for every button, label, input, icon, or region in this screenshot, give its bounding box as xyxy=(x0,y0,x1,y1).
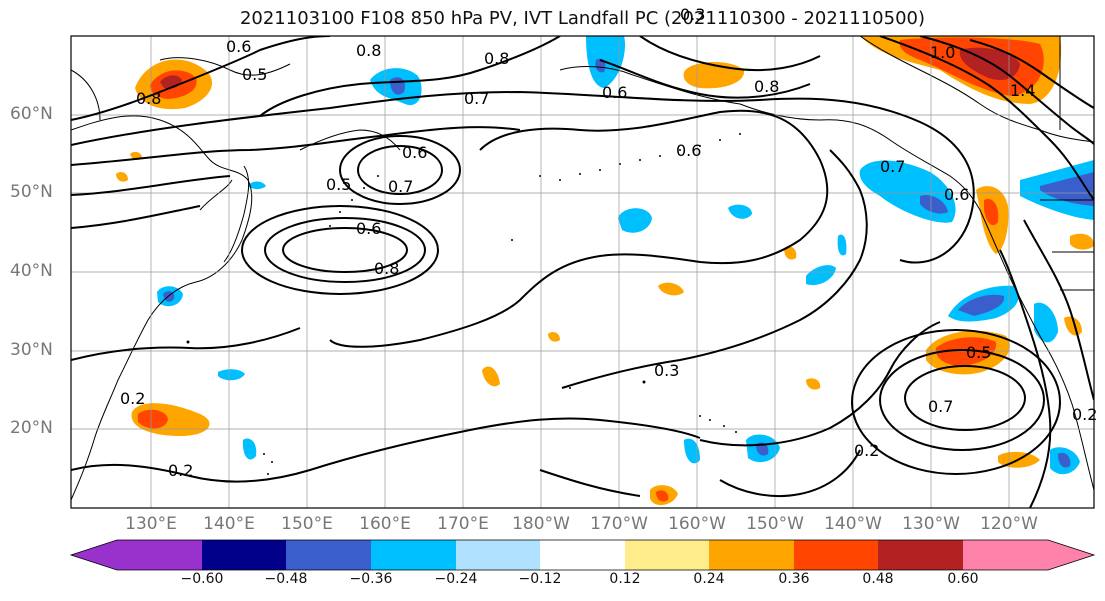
contour-label: 0.5 xyxy=(966,343,991,362)
contour-label: 0.2 xyxy=(168,461,193,480)
pv-contours xyxy=(71,36,1094,508)
colorbar-tick: 0.48 xyxy=(862,571,894,587)
pv-shading xyxy=(116,36,1094,506)
contour-label: 0.7 xyxy=(388,177,413,196)
map-border xyxy=(70,35,1095,509)
lat-label: 40°N xyxy=(10,261,53,281)
colorbar-cell xyxy=(878,540,963,570)
contour-label: 0.8 xyxy=(484,49,509,68)
lon-label: 180°W xyxy=(512,514,570,534)
contour-label: 1.4 xyxy=(1010,81,1035,100)
contour-label: 0.6 xyxy=(402,143,427,162)
lat-label: 60°N xyxy=(10,104,53,124)
coastlines xyxy=(71,36,1094,501)
contour-label: 0.6 xyxy=(226,37,251,56)
contour-label: 0.7 xyxy=(880,157,905,176)
contour-label: 0.8 xyxy=(356,41,381,60)
lon-label: 130°E xyxy=(125,514,177,534)
contour-label: 0.7 xyxy=(464,89,489,108)
contour-label: 0.2 xyxy=(120,389,145,408)
colorbar-tick: −0.24 xyxy=(434,571,478,587)
colorbar-cell xyxy=(286,540,371,570)
contour-label: 0.3 xyxy=(654,361,679,380)
contour-label: 0.8 xyxy=(374,259,399,278)
lon-label: 150°W xyxy=(746,514,804,534)
colorbar-cell xyxy=(709,540,794,570)
colorbar-extend-high xyxy=(1048,540,1094,570)
colorbar-extend-low xyxy=(71,540,117,570)
graticule xyxy=(71,36,1094,508)
colorbar-tick: 0.36 xyxy=(778,571,810,587)
contour-label: 0.8 xyxy=(754,77,779,96)
contour-label: 0.5 xyxy=(326,175,351,194)
lon-label: 170°W xyxy=(590,514,648,534)
colorbar-cell xyxy=(371,540,456,570)
colorbar xyxy=(69,539,1096,571)
lat-label: 20°N xyxy=(10,418,53,438)
lat-label: 30°N xyxy=(10,340,53,360)
lon-label: 160°E xyxy=(359,514,411,534)
colorbar-tick: −0.36 xyxy=(349,571,393,587)
contour-label: 0.7 xyxy=(928,397,953,416)
colorbar-tick: −0.48 xyxy=(264,571,308,587)
contour-label: 0.6 xyxy=(602,83,627,102)
colorbar-tick: 0.60 xyxy=(947,571,979,587)
lon-label: 120°W xyxy=(980,514,1038,534)
colorbar-cell xyxy=(456,540,540,570)
lon-label: 150°E xyxy=(281,514,333,534)
lon-label: 160°W xyxy=(668,514,726,534)
colorbar-tick: −0.12 xyxy=(518,571,562,587)
lat-label: 50°N xyxy=(10,182,53,202)
contour-label: 0.5 xyxy=(242,65,267,84)
colorbar-cell xyxy=(625,540,709,570)
colorbar-cell xyxy=(117,540,202,570)
colorbar-tick: 0.24 xyxy=(693,571,725,587)
colorbar-tick: 0.12 xyxy=(609,571,641,587)
contour-label: 0.2 xyxy=(1072,405,1097,424)
map-title: 2021103100 F108 850 hPa PV, IVT Landfall… xyxy=(239,8,926,29)
islands xyxy=(186,133,741,475)
contour-label: 0.6 xyxy=(944,185,969,204)
colorbar-cell xyxy=(540,540,625,570)
contour-label: 0.6 xyxy=(356,219,381,238)
contour-label: 0.6 xyxy=(676,141,701,160)
contour-labels: 0.8 0.6 0.5 0.8 0.7 0.8 0.6 0.7 0.6 0.5 … xyxy=(120,5,1097,480)
lon-label: 170°E xyxy=(437,514,489,534)
lon-label: 140°W xyxy=(824,514,882,534)
contour-label: 0.3 xyxy=(680,5,705,24)
lon-label: 130°W xyxy=(902,514,960,534)
contour-label: 1.0 xyxy=(930,43,955,62)
lon-label: 140°E xyxy=(203,514,255,534)
colorbar-tick: −0.60 xyxy=(180,571,224,587)
colorbar-cell xyxy=(202,540,286,570)
colorbar-cell xyxy=(794,540,878,570)
contour-label: 0.8 xyxy=(136,89,161,108)
contour-label: 0.2 xyxy=(854,441,879,460)
colorbar-cell xyxy=(963,540,1048,570)
